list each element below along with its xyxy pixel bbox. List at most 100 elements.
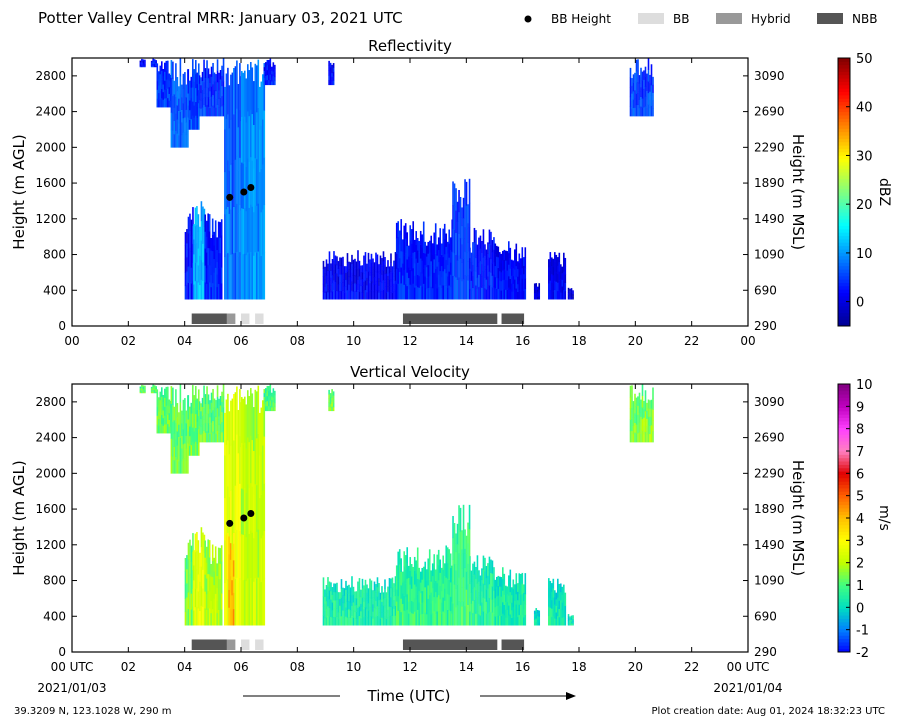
echo-cell [416, 286, 419, 300]
echo-cell [640, 106, 642, 117]
echo-cell [234, 66, 237, 114]
echo-cell [196, 206, 198, 225]
echo-cell [521, 278, 524, 290]
echo-cell [142, 385, 145, 388]
echo-cell [485, 577, 488, 590]
echo-cell [418, 264, 421, 277]
echo-cell [465, 607, 468, 626]
echo-cell [563, 252, 565, 263]
echo-cell [357, 616, 359, 626]
echo-cell [453, 206, 456, 231]
echo-cell [569, 619, 571, 622]
echo-cell [491, 287, 494, 300]
echo-cell [422, 252, 425, 269]
echo-cell [632, 91, 635, 100]
echo-cell [439, 256, 442, 272]
echo-cell [330, 277, 332, 286]
echo-cell [263, 396, 266, 401]
echo-cell [452, 515, 454, 539]
echo-cell [404, 238, 407, 254]
echo-cell [497, 288, 500, 300]
echo-cell [487, 587, 489, 601]
echo-cell [168, 73, 171, 81]
echo-cell [170, 438, 173, 457]
echo-cell [159, 399, 162, 409]
echo-cell [552, 588, 555, 598]
colorbar-step [838, 218, 850, 223]
echo-cell [348, 617, 350, 626]
echo-cell [272, 62, 275, 68]
echo-cell [250, 577, 252, 626]
echo-cell [156, 63, 159, 73]
echo-cell [197, 540, 200, 558]
echo-cell [424, 264, 427, 277]
echo-cell [253, 211, 255, 256]
echo-cell [333, 616, 335, 626]
echo-cell [491, 263, 494, 276]
echo-cell [476, 611, 479, 626]
colorbar-step [838, 514, 850, 519]
colorbar-step [838, 635, 850, 640]
echo-cell [524, 604, 527, 616]
echo-cell [569, 295, 571, 298]
echo-cell [204, 413, 207, 424]
echo-cell [185, 109, 188, 123]
echo-cell [167, 60, 169, 71]
echo-cell [427, 558, 430, 573]
echo-cell [366, 592, 368, 602]
echo-cell [206, 419, 208, 432]
echo-cell [272, 397, 275, 403]
echo-cell [395, 601, 398, 614]
echo-cell [445, 593, 448, 610]
echo-cell [470, 289, 473, 300]
echo-cell [517, 268, 519, 277]
echo-cell [184, 584, 187, 599]
echo-cell [253, 124, 255, 169]
echo-cell [445, 286, 448, 300]
echo-cell [478, 262, 480, 275]
echo-cell [385, 266, 388, 274]
echo-cell [194, 413, 197, 428]
echo-cell [228, 554, 230, 573]
echo-cell [381, 601, 383, 610]
echo-cell [266, 405, 269, 412]
echo-cell [433, 582, 436, 598]
echo-cell [242, 579, 245, 626]
echo-cell [401, 251, 404, 264]
echo-cell [343, 610, 346, 619]
echo-cell [190, 87, 193, 99]
echo-cell [250, 109, 252, 158]
colorbar-tick-label: -2 [856, 646, 869, 661]
echo-cell [506, 617, 509, 626]
echo-cell [387, 275, 389, 284]
echo-cell [472, 242, 474, 254]
echo-cell [387, 586, 389, 595]
colorbar-step [838, 618, 850, 623]
echo-cell [538, 613, 541, 617]
echo-cell [434, 614, 437, 626]
echo-cell [358, 596, 361, 607]
echo-cell [221, 401, 223, 413]
echo-cell [635, 397, 638, 407]
echo-cell [222, 81, 225, 94]
echo-cell [193, 565, 195, 581]
colorbar-step [838, 384, 850, 388]
echo-cell [385, 605, 388, 613]
echo-cell [652, 108, 654, 117]
echo-cell [190, 267, 193, 284]
echo-cell [346, 601, 349, 610]
echo-cell [456, 260, 459, 281]
echo-cell [139, 387, 142, 390]
echo-cell [228, 496, 231, 540]
echo-region [193, 527, 206, 626]
echo-cell [520, 258, 522, 267]
echo-cell [184, 87, 186, 103]
echo-cell [199, 255, 201, 271]
echo-cell [327, 615, 329, 626]
echo-cell [536, 289, 539, 292]
echo-cell [339, 265, 341, 275]
echo-cell [554, 611, 556, 619]
echo-cell [506, 270, 509, 281]
echo-cell [641, 107, 644, 117]
echo-cell [363, 609, 365, 618]
